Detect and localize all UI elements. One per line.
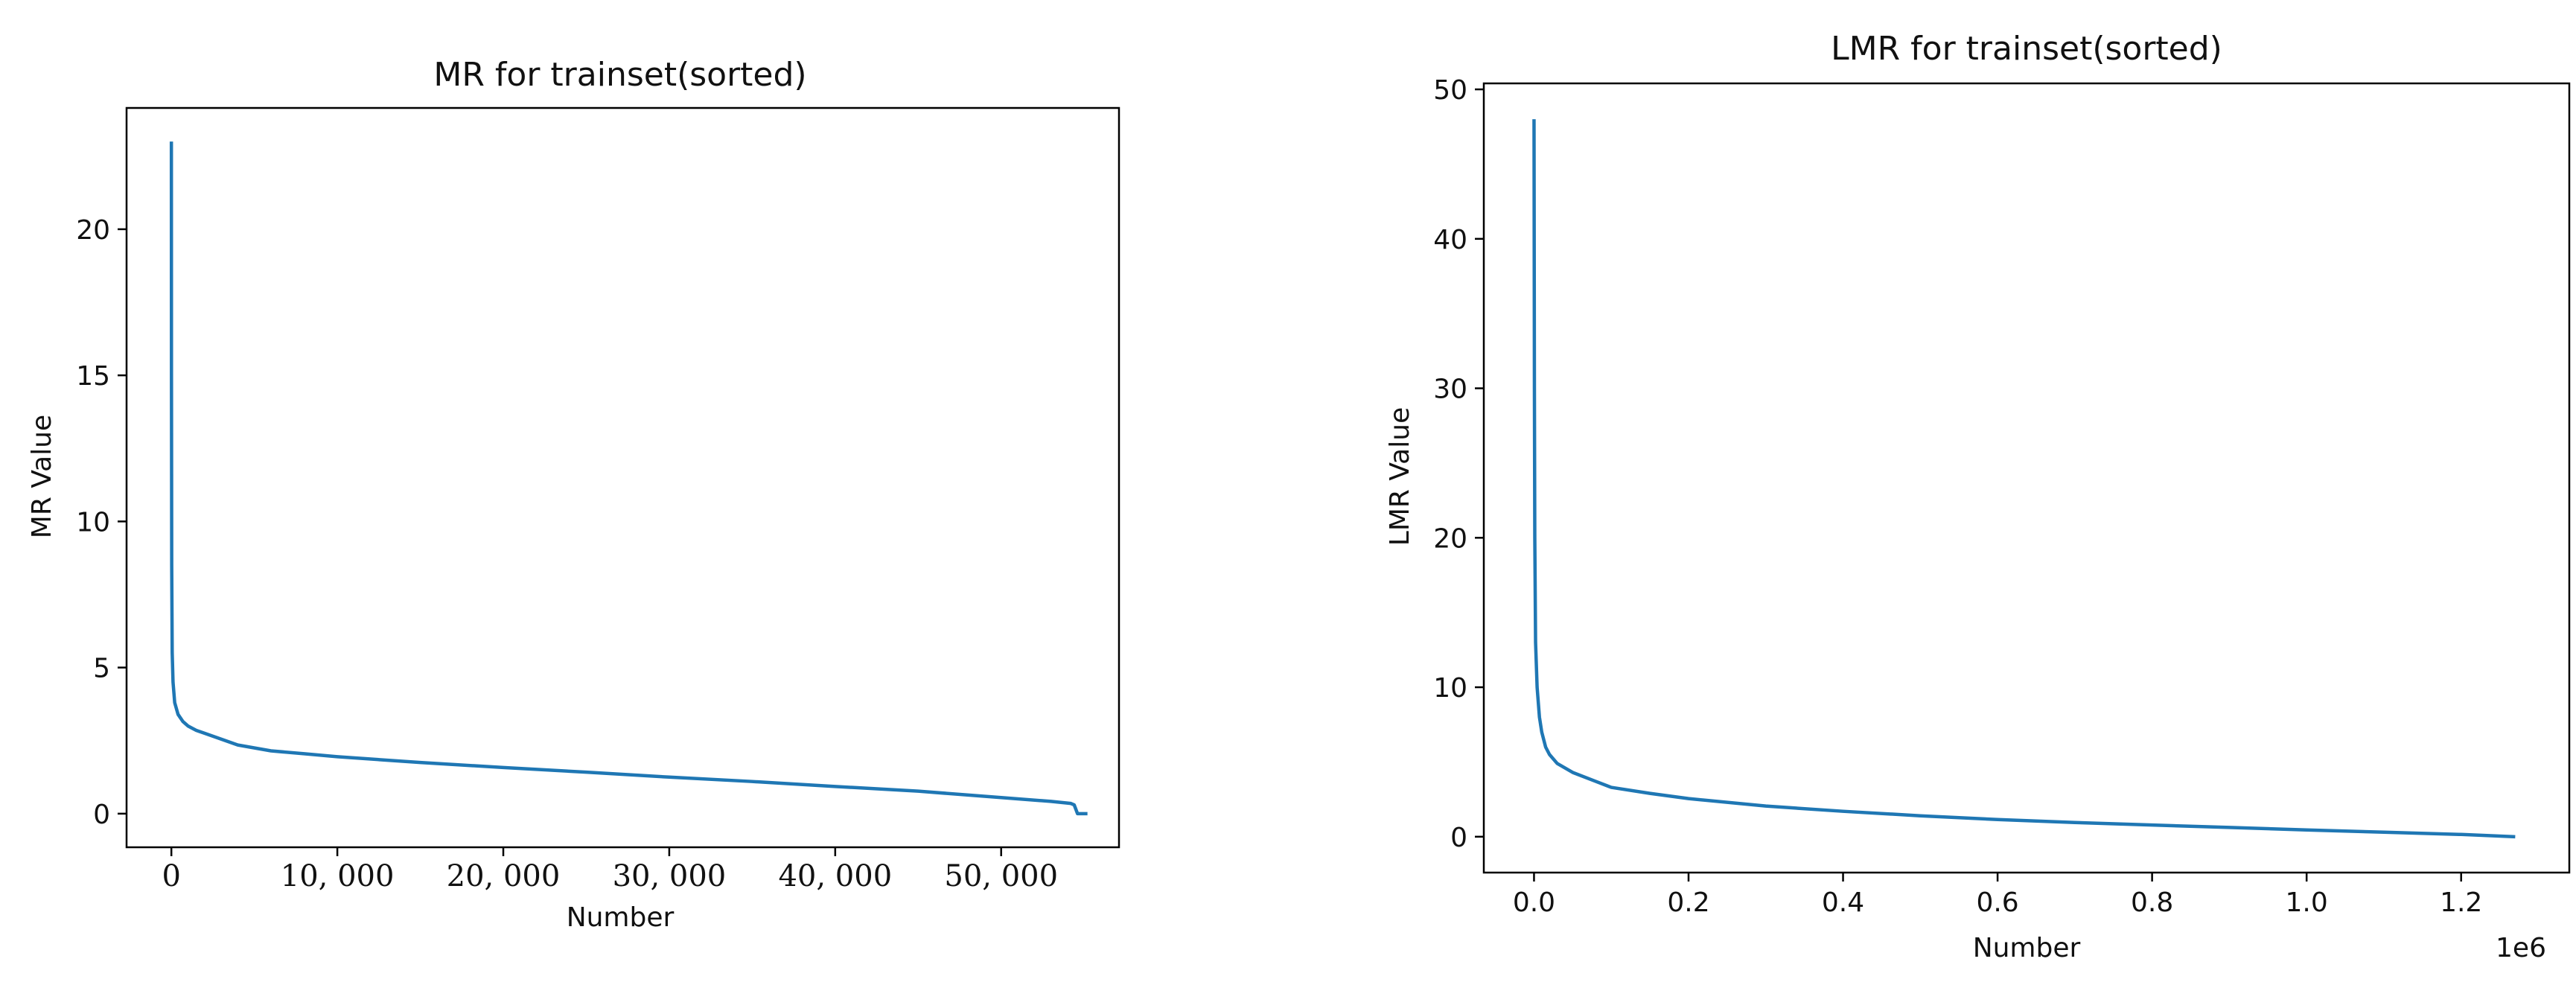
mr-y-tick-label: 5	[93, 654, 110, 684]
lmr-x-tick-label: 1.0	[2286, 887, 2328, 918]
lmr-chart: LMR for trainset(sorted) 0.0 0.2 0.4 0.6 0.8…	[1385, 30, 2571, 963]
mr-chart-title: MR for trainset(sorted)	[433, 56, 806, 94]
lmr-x-tick-label: 1.2	[2440, 887, 2482, 918]
lmr-y-tick-label: 0	[1450, 823, 1467, 853]
mr-x-tick-label: 50, 000	[944, 859, 1058, 893]
lmr-y-tick-label: 50	[1433, 75, 1467, 106]
lmr-x-tick-label: 0.8	[2131, 887, 2173, 918]
lmr-x-tick-label: 0.4	[1822, 887, 1864, 918]
lmr-plot-frame	[1482, 82, 2571, 874]
mr-y-tick-label: 10	[76, 507, 110, 538]
mr-y-tick-label: 20	[76, 215, 110, 246]
mr-plot-frame	[125, 106, 1120, 849]
mr-x-tick-label: 20, 000	[447, 859, 561, 893]
mr-x-tick-label: 0	[162, 859, 180, 893]
mr-y-tick-label: 15	[76, 361, 110, 392]
mr-y-axis-label: MR Value	[27, 415, 57, 538]
mr-series-line	[169, 141, 1088, 816]
mr-x-tick-label: 40, 000	[778, 859, 892, 893]
lmr-chart-ticks: 0.0 0.2 0.4 0.6 0.8 1.0 1.2 0 10 20 30 40 50	[1433, 75, 2482, 918]
lmr-x-axis-label: Number	[1973, 933, 2081, 963]
mr-x-tick-label: 10, 000	[281, 859, 395, 893]
lmr-y-tick-label: 40	[1433, 225, 1467, 255]
mr-x-tick-label: 30, 000	[613, 859, 727, 893]
lmr-series-line	[1532, 119, 2516, 839]
lmr-y-tick-label: 30	[1433, 374, 1467, 405]
lmr-y-tick-label: 10	[1433, 673, 1467, 704]
lmr-x-tick-label: 0.0	[1513, 887, 1555, 918]
lmr-chart-title: LMR for trainset(sorted)	[1831, 30, 2222, 68]
lmr-x-tick-label: 0.2	[1667, 887, 1709, 918]
mr-y-tick-label: 0	[93, 800, 110, 830]
mr-x-axis-label: Number	[567, 902, 675, 933]
lmr-y-axis-label: LMR Value	[1385, 407, 1415, 546]
mr-chart-ticks: 0 10, 000 20, 000 30, 000 40, 000 50, 000 0 5 10…	[76, 215, 1058, 893]
lmr-x-tick-label: 0.6	[1976, 887, 2018, 918]
mr-chart: MR for trainset(sorted) 0 10, 000 20, 000 3…	[27, 56, 1120, 933]
lmr-y-tick-label: 20	[1433, 523, 1467, 554]
lmr-x-offset-text: 1e6	[2496, 933, 2546, 963]
